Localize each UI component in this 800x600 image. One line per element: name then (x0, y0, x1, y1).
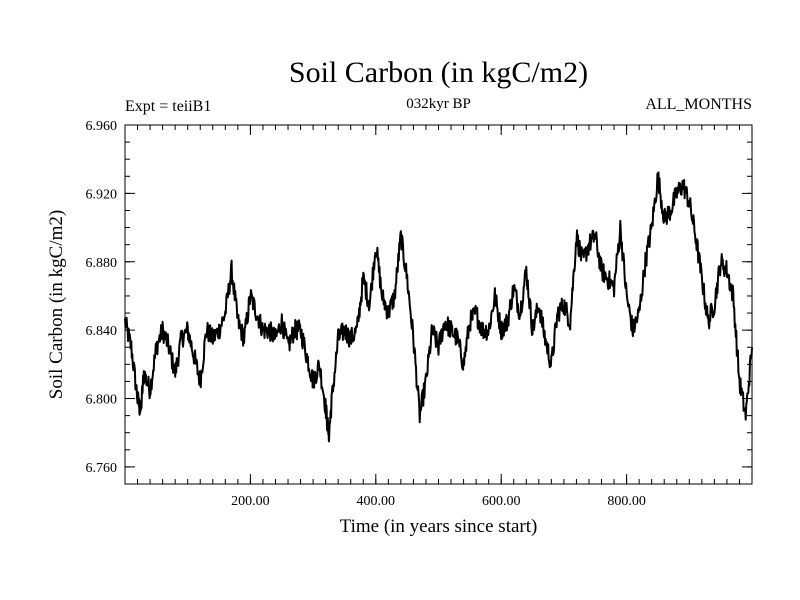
axis-ticks (125, 124, 752, 484)
x-axis-label: Time (in years since start) (340, 516, 538, 537)
x-tick-label: 800.00 (607, 494, 646, 509)
y-axis-label: Soil Carbon (in kgC/m2) (46, 210, 67, 399)
series-line (124, 171, 753, 443)
axis-tick-labels: 200.00 400.00 600.00 800.00 6.760 6.800 6.840 6… (86, 119, 646, 509)
chart-subtitle: 032kyr BP (406, 96, 471, 112)
x-tick-label: 400.00 (357, 494, 396, 509)
experiment-label: Expt = teiiB1 (125, 98, 212, 115)
months-label: ALL_MONTHS (645, 96, 752, 113)
x-tick-label: 600.00 (482, 494, 521, 509)
x-tick-label: 200.00 (231, 494, 270, 509)
y-tick-label: 6.760 (86, 461, 118, 476)
chart-title: Soil Carbon (in kgC/m2) (288, 56, 589, 89)
y-tick-label: 6.800 (86, 393, 118, 408)
y-tick-label: 6.960 (86, 119, 118, 134)
y-tick-label: 6.880 (86, 256, 118, 271)
y-tick-label: 6.840 (86, 324, 118, 339)
y-tick-label: 6.920 (86, 187, 118, 202)
plot-line-group (124, 171, 753, 443)
